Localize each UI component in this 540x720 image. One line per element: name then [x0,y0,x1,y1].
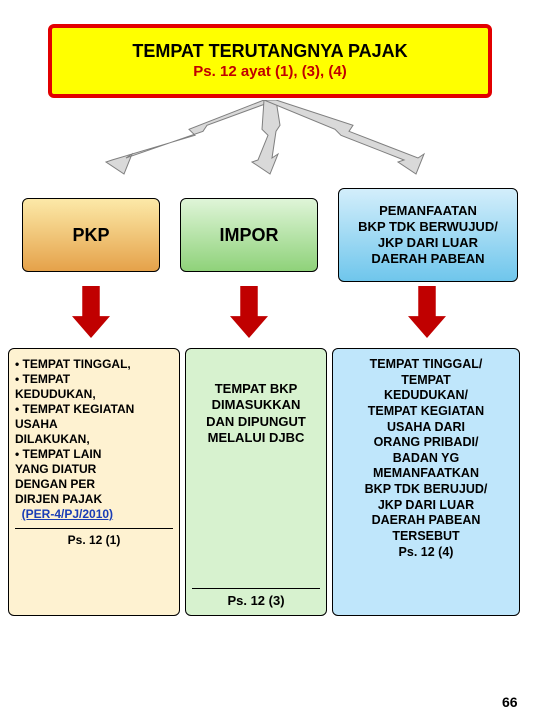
detail-pkp: • TEMPAT TINGGAL,• TEMPAT KEDUDUKAN,• TE… [8,348,180,616]
category-pemanfaatan-label: PEMANFAATANBKP TDK BERWUJUD/JKP DARI LUA… [358,203,498,268]
category-pkp-label: PKP [72,224,109,247]
detail-impor-text: TEMPAT BKPDIMASUKKANDAN DIPUNGUTMELALUI … [192,381,320,446]
detail-pemanfaatan: TEMPAT TINGGAL/TEMPATKEDUDUKAN/TEMPAT KE… [332,348,520,616]
arrow-down-1 [72,286,110,338]
category-impor-label: IMPOR [219,224,278,247]
detail-pemanfaatan-text: TEMPAT TINGGAL/TEMPATKEDUDUKAN/TEMPAT KE… [339,357,513,545]
category-impor: IMPOR [180,198,318,272]
detail-pemanfaatan-footer: Ps. 12 (4) [339,545,513,561]
detail-impor: TEMPAT BKPDIMASUKKANDAN DIPUNGUTMELALUI … [185,348,327,616]
diagram-canvas: TEMPAT TERUTANGNYA PAJAK Ps. 12 ayat (1)… [0,0,540,720]
divider [15,528,173,529]
arrow-down-2 [230,286,268,338]
page-number: 66 [502,694,518,710]
header-title: TEMPAT TERUTANGNYA PAJAK [132,40,407,63]
category-pemanfaatan: PEMANFAATANBKP TDK BERWUJUD/JKP DARI LUA… [338,188,518,282]
category-pkp: PKP [22,198,160,272]
detail-pkp-list: • TEMPAT TINGGAL,• TEMPAT KEDUDUKAN,• TE… [15,357,173,522]
divider [192,588,320,589]
branching-arrows [104,100,436,178]
header-subtitle: Ps. 12 ayat (1), (3), (4) [193,63,346,82]
header-box: TEMPAT TERUTANGNYA PAJAK Ps. 12 ayat (1)… [48,24,492,98]
arrow-down-3 [408,286,446,338]
detail-impor-footer: Ps. 12 (3) [192,593,320,609]
per-link[interactable]: (PER-4/PJ/2010) [22,507,113,521]
detail-pkp-footer: Ps. 12 (1) [15,533,173,548]
